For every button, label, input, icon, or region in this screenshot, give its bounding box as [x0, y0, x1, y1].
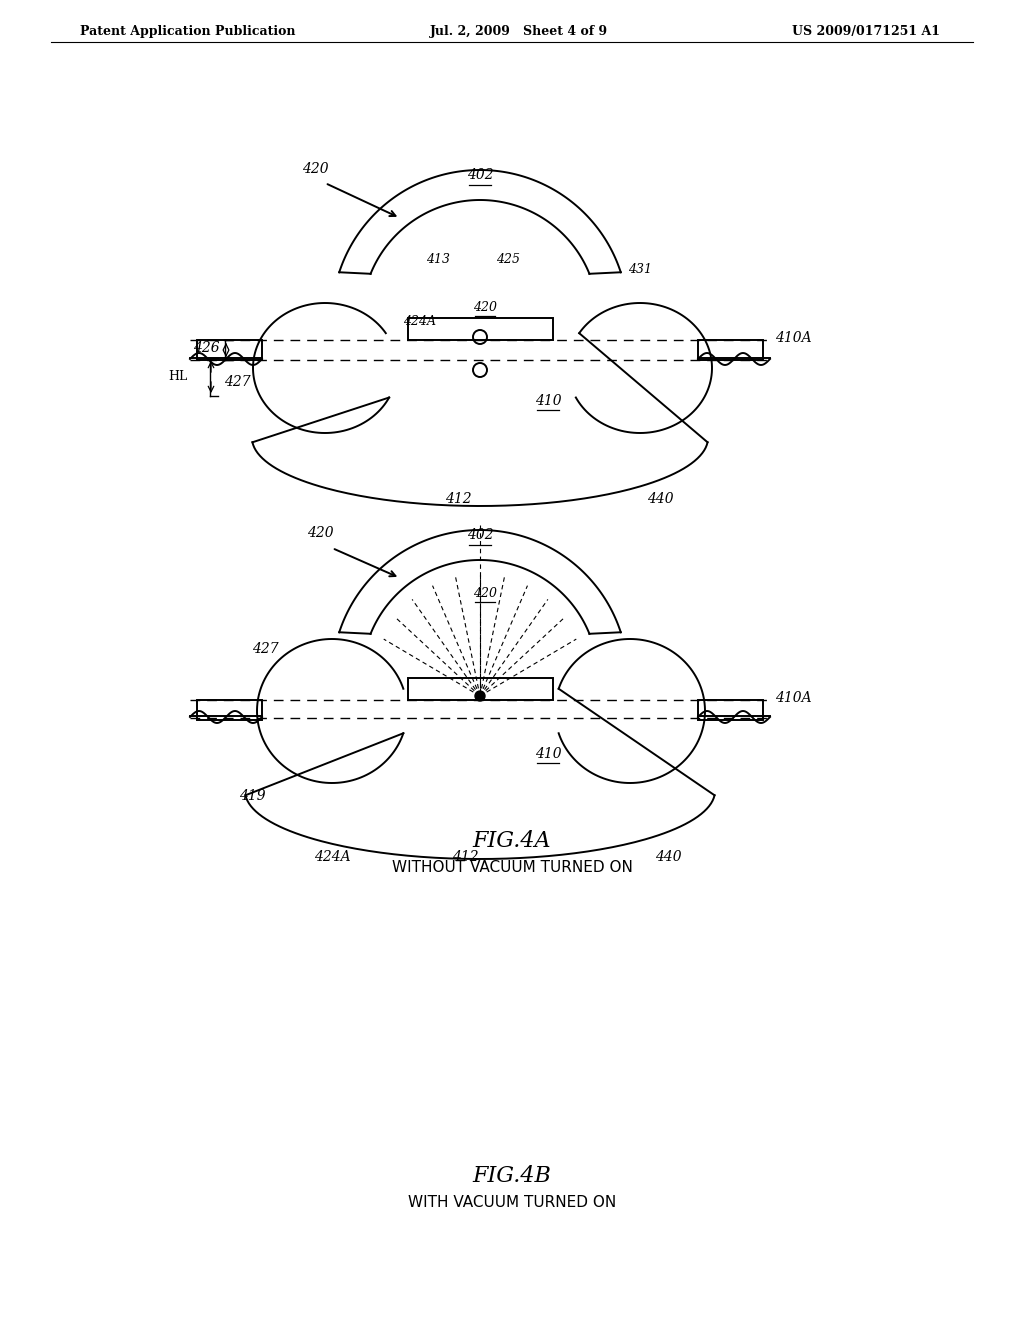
- Text: Jul. 2, 2009   Sheet 4 of 9: Jul. 2, 2009 Sheet 4 of 9: [430, 25, 608, 38]
- Text: 412: 412: [444, 492, 471, 506]
- Text: 412: 412: [452, 850, 478, 865]
- Text: 427: 427: [224, 375, 251, 389]
- Text: 410: 410: [535, 747, 561, 762]
- Text: WITHOUT VACUUM TURNED ON: WITHOUT VACUUM TURNED ON: [391, 861, 633, 875]
- Text: 419: 419: [239, 789, 265, 803]
- Bar: [408, 318, 553, 341]
- Text: 420: 420: [473, 587, 497, 601]
- Bar: [698, 341, 763, 360]
- Text: 402: 402: [467, 168, 494, 182]
- Text: 420: 420: [302, 162, 329, 176]
- Text: US 2009/0171251 A1: US 2009/0171251 A1: [792, 25, 940, 38]
- Text: 424A: 424A: [313, 850, 350, 865]
- Text: 440: 440: [647, 492, 674, 506]
- Text: 402: 402: [467, 528, 494, 543]
- Text: 440: 440: [654, 850, 681, 865]
- Text: 413: 413: [426, 253, 450, 267]
- Text: 431: 431: [628, 263, 652, 276]
- Text: 420: 420: [306, 525, 334, 540]
- Text: 410: 410: [535, 393, 561, 408]
- Text: WITH VACUUM TURNED ON: WITH VACUUM TURNED ON: [408, 1195, 616, 1210]
- Text: Patent Application Publication: Patent Application Publication: [80, 25, 296, 38]
- Text: FIG.4A: FIG.4A: [473, 830, 551, 851]
- Circle shape: [475, 690, 485, 701]
- Bar: [698, 700, 763, 719]
- Bar: [197, 700, 262, 719]
- Text: 425: 425: [496, 253, 520, 267]
- Text: 426: 426: [194, 341, 220, 355]
- Text: FIG.4B: FIG.4B: [472, 1166, 552, 1187]
- Text: 420: 420: [473, 301, 497, 314]
- Text: 410A: 410A: [775, 690, 812, 705]
- Bar: [408, 678, 553, 700]
- Text: 427: 427: [252, 642, 279, 656]
- Text: HL: HL: [169, 371, 188, 384]
- Text: 410A: 410A: [775, 331, 812, 345]
- Text: 424A: 424A: [403, 315, 436, 327]
- Bar: [197, 341, 262, 360]
